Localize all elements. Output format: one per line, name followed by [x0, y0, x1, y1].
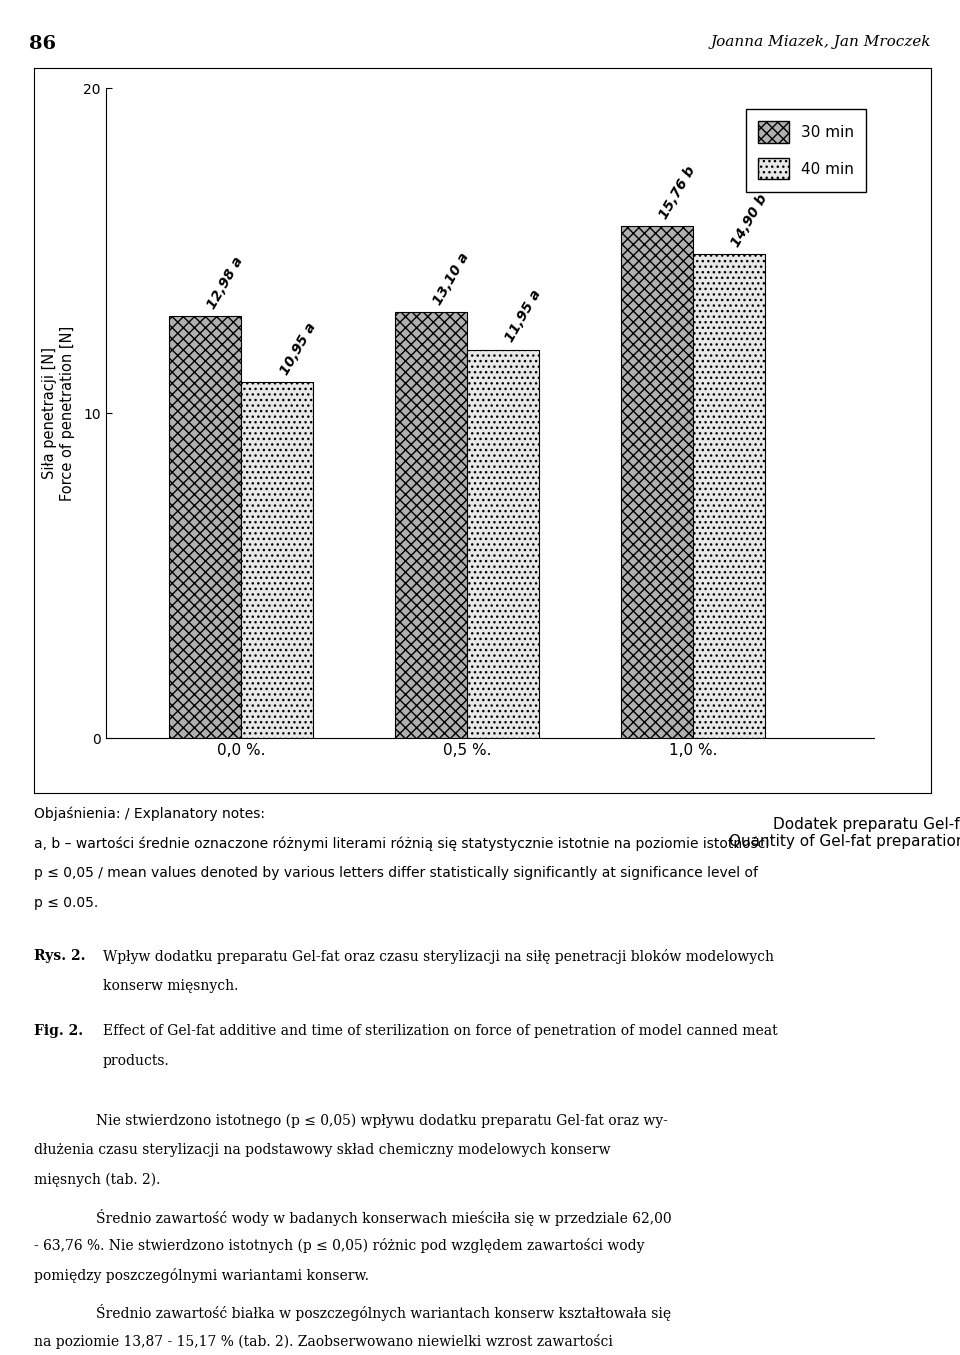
Text: - 63,76 %. Nie stwierdzono istotnych (p ≤ 0,05) różnic pod względem zawartości w: - 63,76 %. Nie stwierdzono istotnych (p … — [34, 1238, 644, 1253]
Text: pomiędzy poszczególnymi wariantami konserw.: pomiędzy poszczególnymi wariantami konse… — [34, 1268, 369, 1283]
Text: Średnio zawartość wody w badanych konserwach mieściła się w przedziale 62,00: Średnio zawartość wody w badanych konser… — [96, 1209, 672, 1226]
Text: products.: products. — [103, 1054, 170, 1068]
Bar — [620, 226, 693, 738]
Text: mięsnych (tab. 2).: mięsnych (tab. 2). — [34, 1173, 160, 1187]
Text: Rys. 2.: Rys. 2. — [34, 950, 85, 963]
Text: 10,95 a: 10,95 a — [277, 320, 319, 378]
Text: Średnio zawartość białka w poszczególnych wariantach konserw kształtowała się: Średnio zawartość białka w poszczególnyc… — [96, 1304, 671, 1321]
Text: a, b – wartości średnie oznaczone różnymi literami różnią się statystycznie isto: a, b – wartości średnie oznaczone różnym… — [34, 836, 769, 851]
Text: Wpływ dodatku preparatu Gel-fat oraz czasu sterylizacji na siłę penetracji blokó: Wpływ dodatku preparatu Gel-fat oraz cza… — [103, 950, 774, 965]
Text: p ≤ 0.05.: p ≤ 0.05. — [34, 896, 98, 909]
Text: Nie stwierdzono istotnego (p ≤ 0,05) wpływu dodatku preparatu Gel-fat oraz wy-: Nie stwierdzono istotnego (p ≤ 0,05) wpł… — [96, 1114, 668, 1127]
Bar — [169, 316, 241, 738]
Bar — [467, 350, 540, 738]
Text: 86: 86 — [29, 35, 56, 53]
Bar — [395, 313, 467, 738]
Text: Fig. 2.: Fig. 2. — [34, 1024, 83, 1038]
Text: Objaśnienia: / Explanatory notes:: Objaśnienia: / Explanatory notes: — [34, 806, 265, 821]
Text: konserw mięsnych.: konserw mięsnych. — [103, 980, 238, 993]
Bar — [693, 253, 765, 738]
Text: Joanna Miazek, Jan Mroczek: Joanna Miazek, Jan Mroczek — [710, 35, 931, 49]
Text: 11,95 a: 11,95 a — [503, 287, 544, 346]
Text: p ≤ 0,05 / mean values denoted by various letters differ statistically significa: p ≤ 0,05 / mean values denoted by variou… — [34, 866, 757, 879]
Text: 14,90 b: 14,90 b — [729, 191, 771, 249]
Legend: 30 min, 40 min: 30 min, 40 min — [746, 108, 866, 191]
Text: dłużenia czasu sterylizacji na podstawowy skład chemiczny modelowych konserw: dłużenia czasu sterylizacji na podstawow… — [34, 1144, 611, 1157]
Text: Dodatek preparatu Gel-fat
Quantity of Gel-fat preparation added: Dodatek preparatu Gel-fat Quantity of Ge… — [729, 817, 960, 850]
Text: na poziomie 13,87 - 15,17 % (tab. 2). Zaobserwowano niewielki wzrost zawartości: na poziomie 13,87 - 15,17 % (tab. 2). Za… — [34, 1333, 612, 1348]
Text: 12,98 a: 12,98 a — [205, 255, 246, 312]
Text: 13,10 a: 13,10 a — [431, 251, 472, 308]
Text: 15,76 b: 15,76 b — [657, 164, 698, 221]
Y-axis label: Siła penetracji [N]
Force of penetration [N]: Siła penetracji [N] Force of penetration… — [42, 325, 75, 501]
Text: Effect of Gel-fat additive and time of sterilization on force of penetration of : Effect of Gel-fat additive and time of s… — [103, 1024, 778, 1038]
Bar — [241, 382, 313, 738]
